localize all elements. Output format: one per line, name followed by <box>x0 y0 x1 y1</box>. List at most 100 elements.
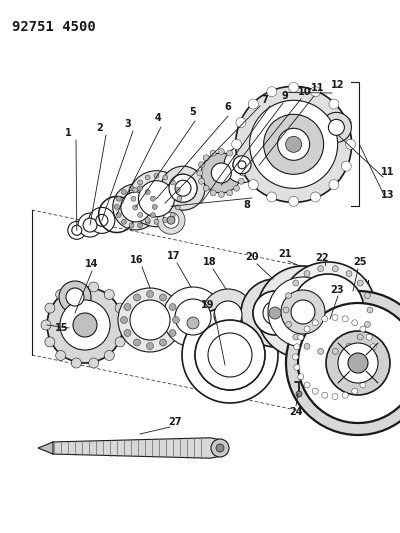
Circle shape <box>236 117 246 127</box>
Circle shape <box>157 206 185 234</box>
Circle shape <box>296 391 302 397</box>
Circle shape <box>163 217 168 222</box>
Circle shape <box>298 334 304 340</box>
Circle shape <box>236 161 246 171</box>
Circle shape <box>175 299 211 335</box>
Circle shape <box>45 303 55 313</box>
Circle shape <box>218 149 224 155</box>
Circle shape <box>138 180 143 185</box>
Circle shape <box>233 156 251 174</box>
Circle shape <box>203 185 209 191</box>
Circle shape <box>202 289 254 341</box>
Circle shape <box>226 150 232 156</box>
Circle shape <box>145 190 150 195</box>
Circle shape <box>352 388 358 394</box>
Circle shape <box>160 294 166 301</box>
Text: 11: 11 <box>311 83 325 93</box>
Text: 24: 24 <box>289 407 303 417</box>
Circle shape <box>341 117 351 127</box>
Circle shape <box>169 329 176 336</box>
Circle shape <box>280 262 376 358</box>
Circle shape <box>289 196 299 206</box>
Circle shape <box>56 289 66 300</box>
Circle shape <box>115 337 125 347</box>
Circle shape <box>66 288 84 306</box>
Circle shape <box>310 192 320 202</box>
Circle shape <box>116 196 121 201</box>
Circle shape <box>201 153 241 193</box>
Circle shape <box>167 216 175 224</box>
Circle shape <box>210 150 216 156</box>
Circle shape <box>304 382 310 388</box>
Circle shape <box>364 321 370 327</box>
Circle shape <box>71 282 81 292</box>
Circle shape <box>329 99 339 109</box>
Circle shape <box>169 174 197 202</box>
Circle shape <box>252 148 270 166</box>
Circle shape <box>234 155 240 161</box>
Text: 2: 2 <box>97 123 103 133</box>
Text: 25: 25 <box>353 257 367 267</box>
Circle shape <box>152 205 157 209</box>
Text: 16: 16 <box>130 255 144 265</box>
Circle shape <box>304 326 310 332</box>
Circle shape <box>253 291 297 335</box>
Circle shape <box>170 180 175 185</box>
Circle shape <box>292 274 364 346</box>
Circle shape <box>138 181 174 217</box>
Text: 14: 14 <box>85 259 99 269</box>
Circle shape <box>218 191 224 198</box>
Circle shape <box>298 303 400 423</box>
Circle shape <box>210 190 216 196</box>
Circle shape <box>297 319 373 395</box>
Circle shape <box>294 344 300 350</box>
Circle shape <box>175 180 191 196</box>
Circle shape <box>226 190 232 196</box>
Circle shape <box>154 173 159 178</box>
Circle shape <box>146 290 154 297</box>
Circle shape <box>322 392 328 398</box>
Circle shape <box>172 317 180 324</box>
Circle shape <box>197 170 203 176</box>
Circle shape <box>326 331 390 395</box>
Circle shape <box>357 334 363 340</box>
Circle shape <box>134 339 140 346</box>
Circle shape <box>267 87 277 96</box>
Circle shape <box>150 213 156 217</box>
Circle shape <box>130 300 170 340</box>
Circle shape <box>131 196 136 201</box>
Text: 15: 15 <box>55 323 69 333</box>
Polygon shape <box>38 442 53 454</box>
Text: 13: 13 <box>381 190 395 200</box>
Circle shape <box>236 86 352 203</box>
Circle shape <box>238 161 244 168</box>
Circle shape <box>216 444 224 452</box>
Circle shape <box>128 171 184 227</box>
Circle shape <box>364 293 370 298</box>
Circle shape <box>104 289 114 300</box>
Circle shape <box>298 374 304 379</box>
Circle shape <box>346 139 356 149</box>
Text: 17: 17 <box>167 251 181 261</box>
Circle shape <box>96 214 108 227</box>
Circle shape <box>291 300 315 324</box>
Text: 21: 21 <box>278 249 292 259</box>
Circle shape <box>56 351 66 360</box>
Circle shape <box>372 354 378 360</box>
Circle shape <box>124 329 131 336</box>
Circle shape <box>332 265 338 272</box>
Circle shape <box>224 147 260 183</box>
Circle shape <box>122 219 126 224</box>
Circle shape <box>307 329 363 385</box>
Circle shape <box>115 303 125 313</box>
Circle shape <box>198 161 204 168</box>
Circle shape <box>113 184 159 230</box>
Circle shape <box>83 218 97 232</box>
Circle shape <box>370 364 376 370</box>
Circle shape <box>89 358 99 368</box>
Text: 19: 19 <box>201 300 215 310</box>
Circle shape <box>322 112 352 142</box>
Circle shape <box>241 279 309 347</box>
Circle shape <box>293 280 299 286</box>
Circle shape <box>203 155 209 161</box>
